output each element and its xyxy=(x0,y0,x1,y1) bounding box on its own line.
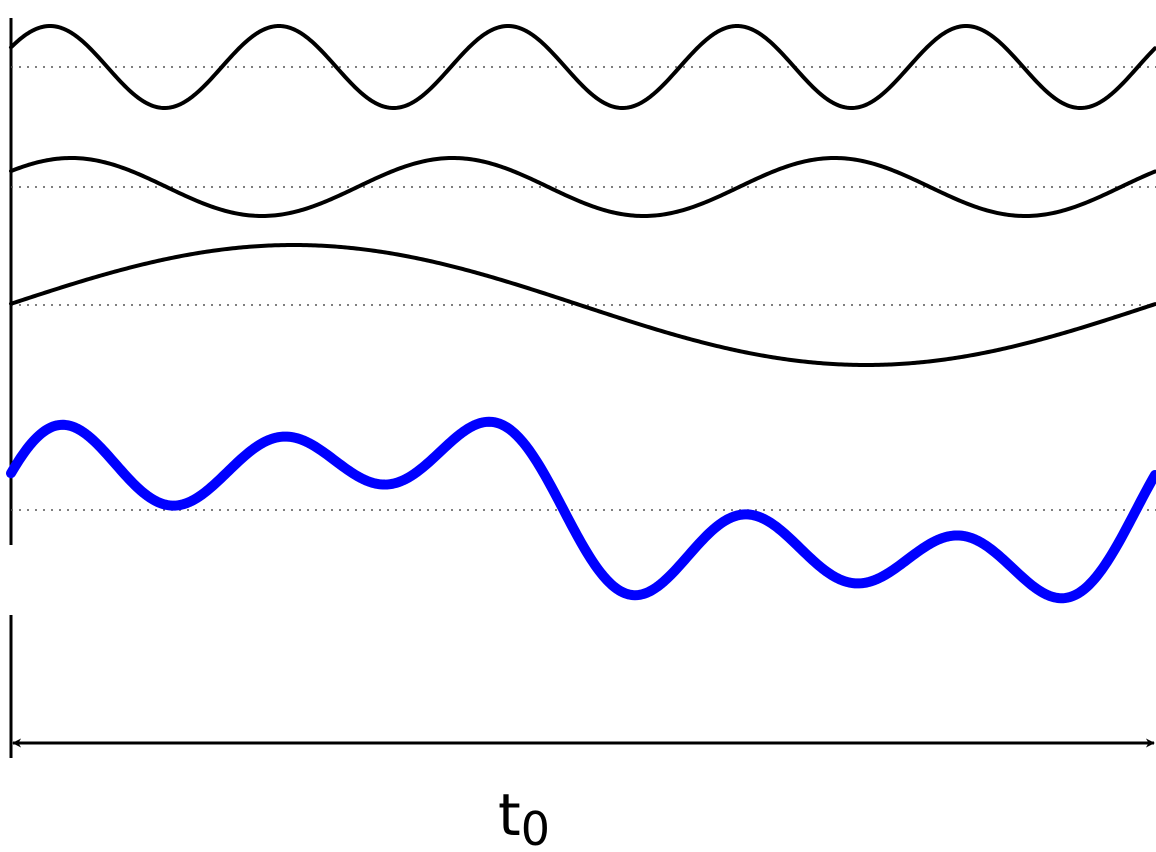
component-wave-1-cycle xyxy=(9,243,1156,367)
component-wave-5-cycles xyxy=(9,24,1156,110)
period-label: t0 xyxy=(498,781,550,852)
sum-wave xyxy=(6,416,1156,604)
period-label-subscript: 0 xyxy=(521,802,550,852)
component-wave-3-cycles xyxy=(9,156,1156,218)
